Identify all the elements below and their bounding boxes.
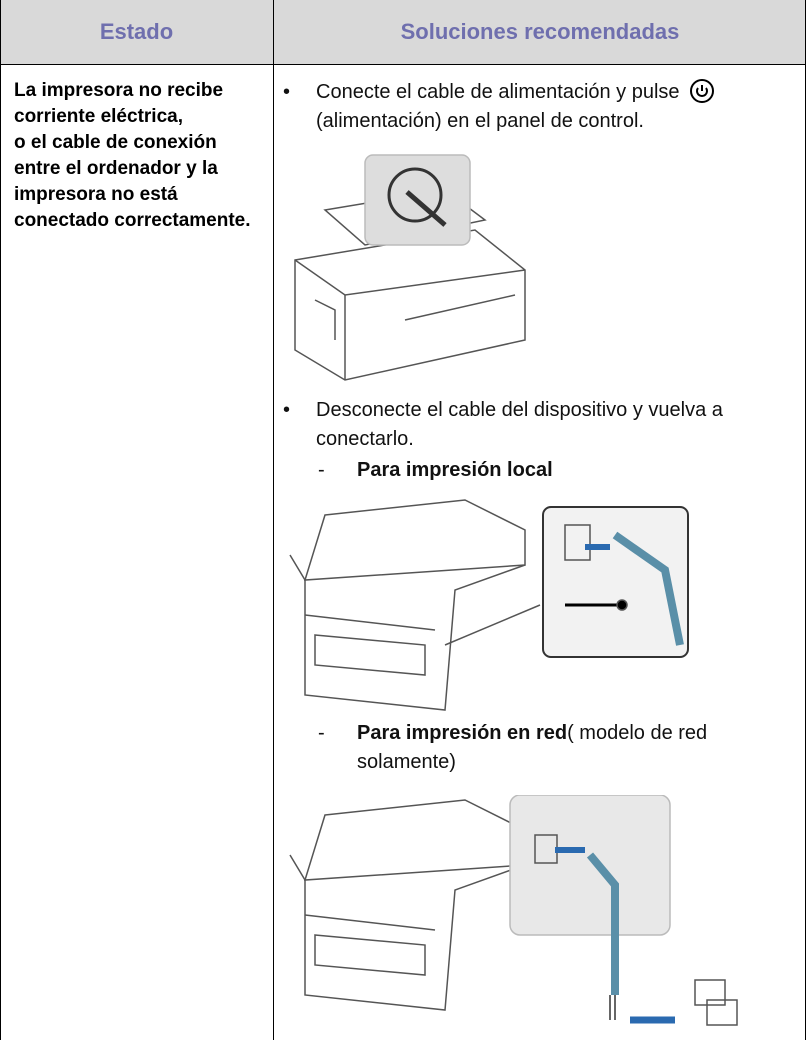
- subitem-rest: ( modelo de red solamente): [357, 722, 708, 773]
- header-cell: Estado: [0, 0, 273, 64]
- subitem: Para impresión local: [357, 459, 553, 481]
- solution-text: (alimentación) en el panel de control.: [316, 110, 644, 132]
- usb-illustration: [289, 499, 689, 711]
- dash: -: [318, 722, 325, 744]
- network-illustration: [289, 795, 738, 1026]
- solution-text: Desconecte el cable del dispositivo y vu…: [316, 399, 723, 450]
- subitem: Para impresión en red( modelo de red sol…: [357, 719, 797, 777]
- border: [0, 64, 806, 65]
- status-text: La impresora no recibe corriente eléctri…: [14, 78, 264, 234]
- dash: -: [318, 459, 325, 481]
- printer-illustration: [294, 154, 526, 381]
- power-icon: [690, 79, 715, 103]
- border: [273, 0, 274, 1040]
- solution: Conecte el cable de alimentación y pulse…: [316, 78, 801, 136]
- bullet: •: [283, 81, 291, 103]
- bullet: •: [283, 399, 291, 421]
- status-line: o el cable de conexión entre el ordenado…: [14, 132, 251, 231]
- status-line: La impresora no recibe corriente eléctri…: [14, 80, 224, 127]
- header-cell: Soluciones recomendadas: [274, 0, 806, 64]
- border: [0, 0, 1, 1040]
- solution-text: Conecte el cable de alimentación y pulse: [316, 81, 680, 103]
- subitem-bold: Para impresión en red: [357, 722, 568, 744]
